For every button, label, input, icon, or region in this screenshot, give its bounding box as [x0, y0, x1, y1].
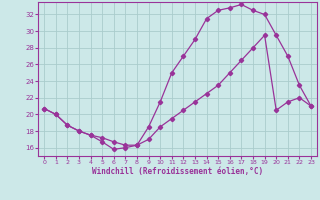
X-axis label: Windchill (Refroidissement éolien,°C): Windchill (Refroidissement éolien,°C): [92, 167, 263, 176]
